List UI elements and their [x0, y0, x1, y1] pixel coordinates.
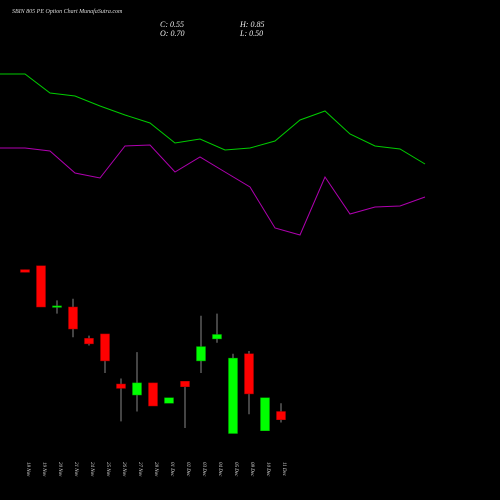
x-tick-label: 11 Dec [281, 462, 286, 477]
lower-indicator-line [0, 144, 426, 236]
candle-body [164, 397, 174, 404]
x-tick-label: 04 Dec [217, 462, 222, 477]
candle-body [116, 383, 126, 389]
candle-body [148, 382, 158, 407]
upper-indicator-line [0, 73, 426, 165]
candle-body [244, 353, 254, 395]
x-tick-label: 01 Dec [169, 462, 174, 477]
candle-body [260, 397, 270, 431]
candle-body [36, 265, 46, 308]
candle-body [196, 346, 206, 362]
chart-title: SBIN 805 PE Option Chart MunafaSutra.com [12, 9, 123, 15]
x-tick-label: 21 Nov [73, 462, 78, 477]
x-tick-label: 05 Dec [233, 462, 238, 477]
low-value: L: 0.50 [240, 29, 264, 38]
x-tick-label: 19 Nov [41, 462, 46, 477]
candle-body [20, 269, 30, 273]
high-value: H: 0.85 [240, 20, 265, 29]
x-tick-label: 10 Dec [265, 462, 270, 477]
candle-body [84, 338, 94, 345]
candle-body [132, 382, 142, 396]
candles-group [20, 265, 286, 434]
candle-body [100, 333, 110, 362]
x-tick-label: 18 Nov [25, 462, 30, 477]
x-tick-label: 28 Nov [153, 462, 158, 477]
x-tick-label: 25 Nov [105, 462, 110, 477]
candle-body [212, 334, 222, 340]
candle-body [68, 306, 78, 330]
x-axis-labels: 18 Nov 19 Nov 20 Nov 21 Nov 24 Nov 25 Nov 26 N… [25, 462, 286, 477]
x-tick-label: 02 Dec [185, 462, 190, 477]
open-value: O: 0.70 [160, 29, 185, 38]
candle-body [228, 357, 238, 434]
candle-body [52, 305, 62, 308]
x-tick-label: 20 Nov [57, 462, 62, 477]
x-tick-label: 26 Nov [121, 462, 126, 477]
candle-body [276, 411, 286, 420]
x-tick-label: 03 Dec [201, 462, 206, 477]
x-tick-label: 24 Nov [89, 462, 94, 477]
candle-body [180, 381, 190, 387]
x-tick-label: 08 Dec [249, 462, 254, 477]
x-tick-label: 27 Nov [137, 462, 142, 477]
close-value: C: 0.55 [160, 20, 184, 29]
